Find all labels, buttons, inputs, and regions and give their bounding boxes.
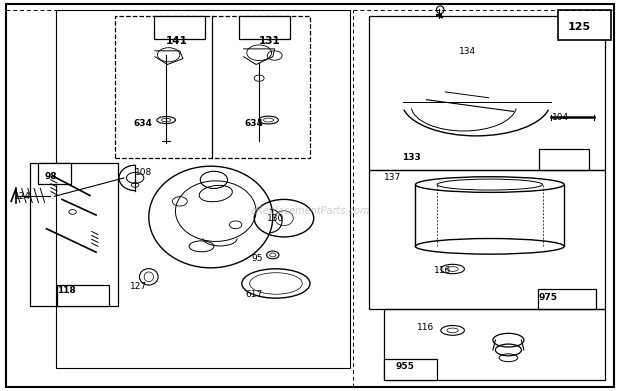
Bar bbox=[384, 309, 604, 380]
Text: 617: 617 bbox=[245, 289, 262, 299]
Text: 124: 124 bbox=[14, 192, 30, 201]
Bar bbox=[539, 149, 589, 170]
Text: 125: 125 bbox=[568, 22, 591, 32]
Text: 137: 137 bbox=[384, 173, 402, 183]
Bar bbox=[384, 359, 437, 380]
Text: 955: 955 bbox=[396, 362, 414, 371]
Bar bbox=[56, 10, 350, 368]
Text: 634: 634 bbox=[245, 118, 264, 128]
Bar bbox=[369, 170, 604, 309]
Text: 130: 130 bbox=[267, 213, 284, 223]
Bar bbox=[538, 289, 596, 309]
Bar bbox=[30, 163, 118, 306]
Text: 131: 131 bbox=[259, 36, 281, 46]
Text: 108: 108 bbox=[135, 167, 153, 177]
Text: 127: 127 bbox=[130, 282, 148, 291]
Text: 95: 95 bbox=[251, 253, 263, 263]
Text: 634: 634 bbox=[133, 118, 152, 128]
Text: 98: 98 bbox=[45, 172, 57, 181]
Text: 116: 116 bbox=[434, 266, 451, 275]
Text: 975: 975 bbox=[538, 293, 557, 303]
Text: 141: 141 bbox=[166, 36, 188, 46]
Bar bbox=[154, 16, 205, 39]
Bar bbox=[57, 285, 109, 306]
Text: 133: 133 bbox=[402, 152, 420, 162]
Bar bbox=[115, 16, 310, 158]
Bar bbox=[239, 16, 290, 39]
Text: 104: 104 bbox=[552, 113, 569, 122]
Text: 134: 134 bbox=[459, 47, 476, 56]
Bar bbox=[369, 16, 604, 170]
Text: 118: 118 bbox=[57, 285, 76, 295]
Text: 116: 116 bbox=[417, 323, 434, 332]
Bar bbox=[38, 163, 71, 184]
Bar bbox=[558, 10, 611, 40]
Text: eReplacementParts.com: eReplacementParts.com bbox=[250, 206, 370, 216]
